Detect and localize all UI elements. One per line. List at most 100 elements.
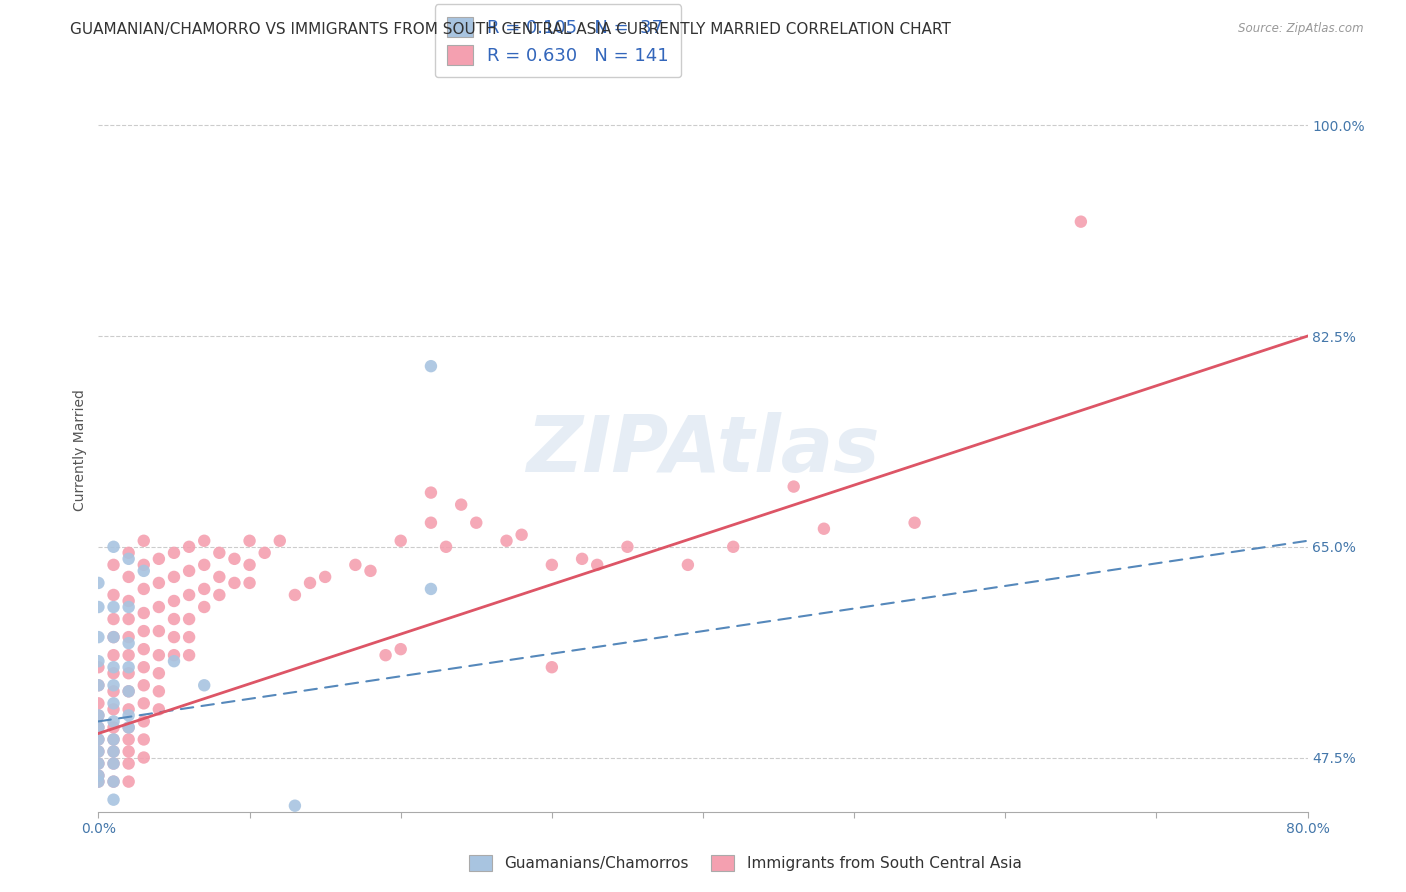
- Point: [103, 793, 125, 806]
- Point: [118, 702, 141, 716]
- Point: [163, 594, 186, 608]
- Point: [103, 774, 125, 789]
- Point: [118, 551, 141, 566]
- Point: [87, 774, 110, 789]
- Point: [118, 600, 141, 615]
- Point: [103, 684, 125, 698]
- Text: Source: ZipAtlas.com: Source: ZipAtlas.com: [1239, 22, 1364, 36]
- Point: [132, 533, 155, 548]
- Point: [103, 540, 125, 554]
- Point: [132, 732, 155, 747]
- Point: [269, 533, 291, 548]
- Point: [179, 588, 201, 602]
- Point: [118, 636, 141, 650]
- Point: [148, 576, 170, 591]
- Point: [495, 533, 517, 548]
- Point: [87, 745, 110, 759]
- Point: [103, 774, 125, 789]
- Point: [118, 546, 141, 560]
- Point: [179, 648, 201, 662]
- Point: [571, 551, 593, 566]
- Point: [360, 564, 382, 578]
- Point: [163, 630, 186, 644]
- Point: [87, 630, 110, 644]
- Point: [103, 732, 125, 747]
- Point: [132, 558, 155, 572]
- Point: [103, 756, 125, 771]
- Point: [314, 570, 336, 584]
- Point: [87, 600, 110, 615]
- Point: [389, 533, 412, 548]
- Point: [103, 702, 125, 716]
- Point: [87, 769, 110, 783]
- Point: [118, 630, 141, 644]
- Point: [224, 576, 246, 591]
- Point: [148, 648, 170, 662]
- Point: [103, 745, 125, 759]
- Point: [148, 551, 170, 566]
- Point: [284, 588, 307, 602]
- Legend: R = 0.105   N =  37, R = 0.630   N = 141: R = 0.105 N = 37, R = 0.630 N = 141: [434, 4, 682, 78]
- Point: [163, 648, 186, 662]
- Point: [239, 576, 262, 591]
- Point: [148, 684, 170, 698]
- Point: [193, 600, 215, 615]
- Point: [118, 721, 141, 735]
- Point: [118, 756, 141, 771]
- Point: [132, 606, 155, 620]
- Point: [132, 660, 155, 674]
- Point: [208, 546, 231, 560]
- Point: [103, 666, 125, 681]
- Point: [813, 522, 835, 536]
- Point: [103, 588, 125, 602]
- Point: [374, 648, 396, 662]
- Text: GUAMANIAN/CHAMORRO VS IMMIGRANTS FROM SOUTH CENTRAL ASIA CURRENTLY MARRIED CORRE: GUAMANIAN/CHAMORRO VS IMMIGRANTS FROM SO…: [70, 22, 952, 37]
- Point: [434, 540, 457, 554]
- Point: [132, 564, 155, 578]
- Point: [148, 702, 170, 716]
- Point: [284, 798, 307, 813]
- Point: [148, 624, 170, 639]
- Point: [163, 612, 186, 626]
- Point: [87, 732, 110, 747]
- Point: [103, 732, 125, 747]
- Point: [783, 480, 806, 494]
- Point: [193, 582, 215, 596]
- Point: [118, 684, 141, 698]
- Point: [148, 666, 170, 681]
- Point: [118, 666, 141, 681]
- Point: [208, 570, 231, 584]
- Point: [193, 558, 215, 572]
- Point: [87, 732, 110, 747]
- Point: [239, 558, 262, 572]
- Point: [87, 576, 110, 591]
- Y-axis label: Currently Married: Currently Married: [73, 390, 87, 511]
- Point: [87, 756, 110, 771]
- Point: [87, 721, 110, 735]
- Point: [87, 756, 110, 771]
- Point: [87, 721, 110, 735]
- Point: [103, 630, 125, 644]
- Point: [450, 498, 472, 512]
- Point: [179, 612, 201, 626]
- Point: [179, 630, 201, 644]
- Point: [87, 745, 110, 759]
- Point: [118, 684, 141, 698]
- Point: [132, 642, 155, 657]
- Point: [103, 630, 125, 644]
- Point: [87, 660, 110, 674]
- Point: [103, 714, 125, 729]
- Point: [118, 774, 141, 789]
- Point: [118, 570, 141, 584]
- Point: [87, 769, 110, 783]
- Point: [1070, 215, 1092, 229]
- Legend: Guamanians/Chamorros, Immigrants from South Central Asia: Guamanians/Chamorros, Immigrants from So…: [463, 849, 1028, 877]
- Point: [118, 708, 141, 723]
- Point: [132, 696, 155, 710]
- Point: [163, 654, 186, 668]
- Point: [103, 558, 125, 572]
- Point: [132, 678, 155, 692]
- Point: [118, 721, 141, 735]
- Point: [87, 774, 110, 789]
- Point: [540, 660, 562, 674]
